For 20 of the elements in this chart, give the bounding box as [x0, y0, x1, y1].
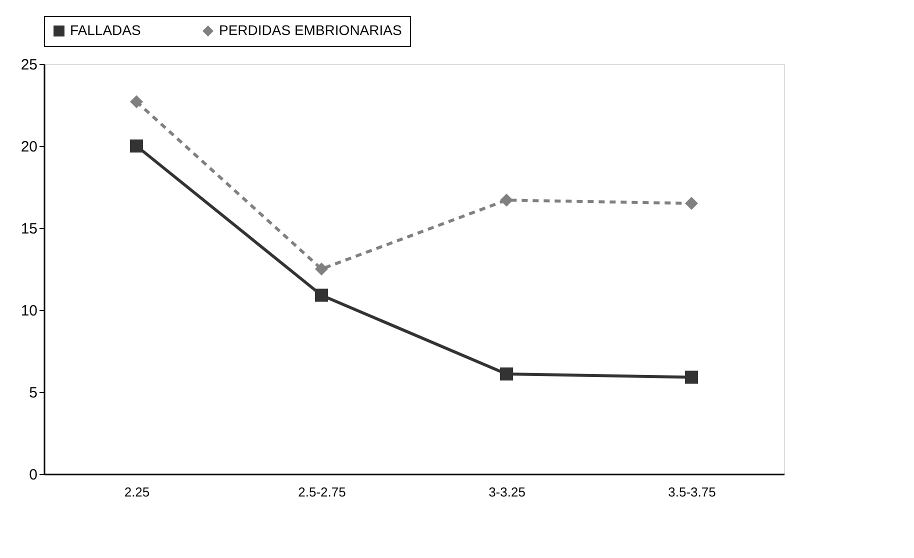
point: [130, 95, 144, 108]
y-tick-label: 25: [20, 56, 38, 74]
point: [500, 194, 514, 207]
point: [684, 370, 698, 384]
x-tick-label: 3-3.25: [488, 484, 526, 500]
point: [500, 367, 514, 380]
y-tick-label: 15: [20, 220, 38, 238]
y-tick-label: 20: [20, 138, 38, 156]
legend-label: PERDIDAS EMBRIONARIAS: [219, 22, 402, 38]
y-tick-label: 10: [20, 302, 38, 320]
legend-label: FALLADAS: [70, 22, 141, 38]
point: [314, 288, 328, 302]
y-tick-label: 0: [29, 466, 38, 484]
y-tick-label: 5: [29, 384, 38, 402]
x-tick-label: 3.5-3.75: [668, 484, 716, 500]
point: [130, 139, 144, 153]
x-tick-label: 2.5-2.75: [298, 484, 346, 500]
x-tick-label: 2.25: [124, 484, 150, 500]
point: [684, 196, 698, 210]
point: [314, 262, 328, 276]
